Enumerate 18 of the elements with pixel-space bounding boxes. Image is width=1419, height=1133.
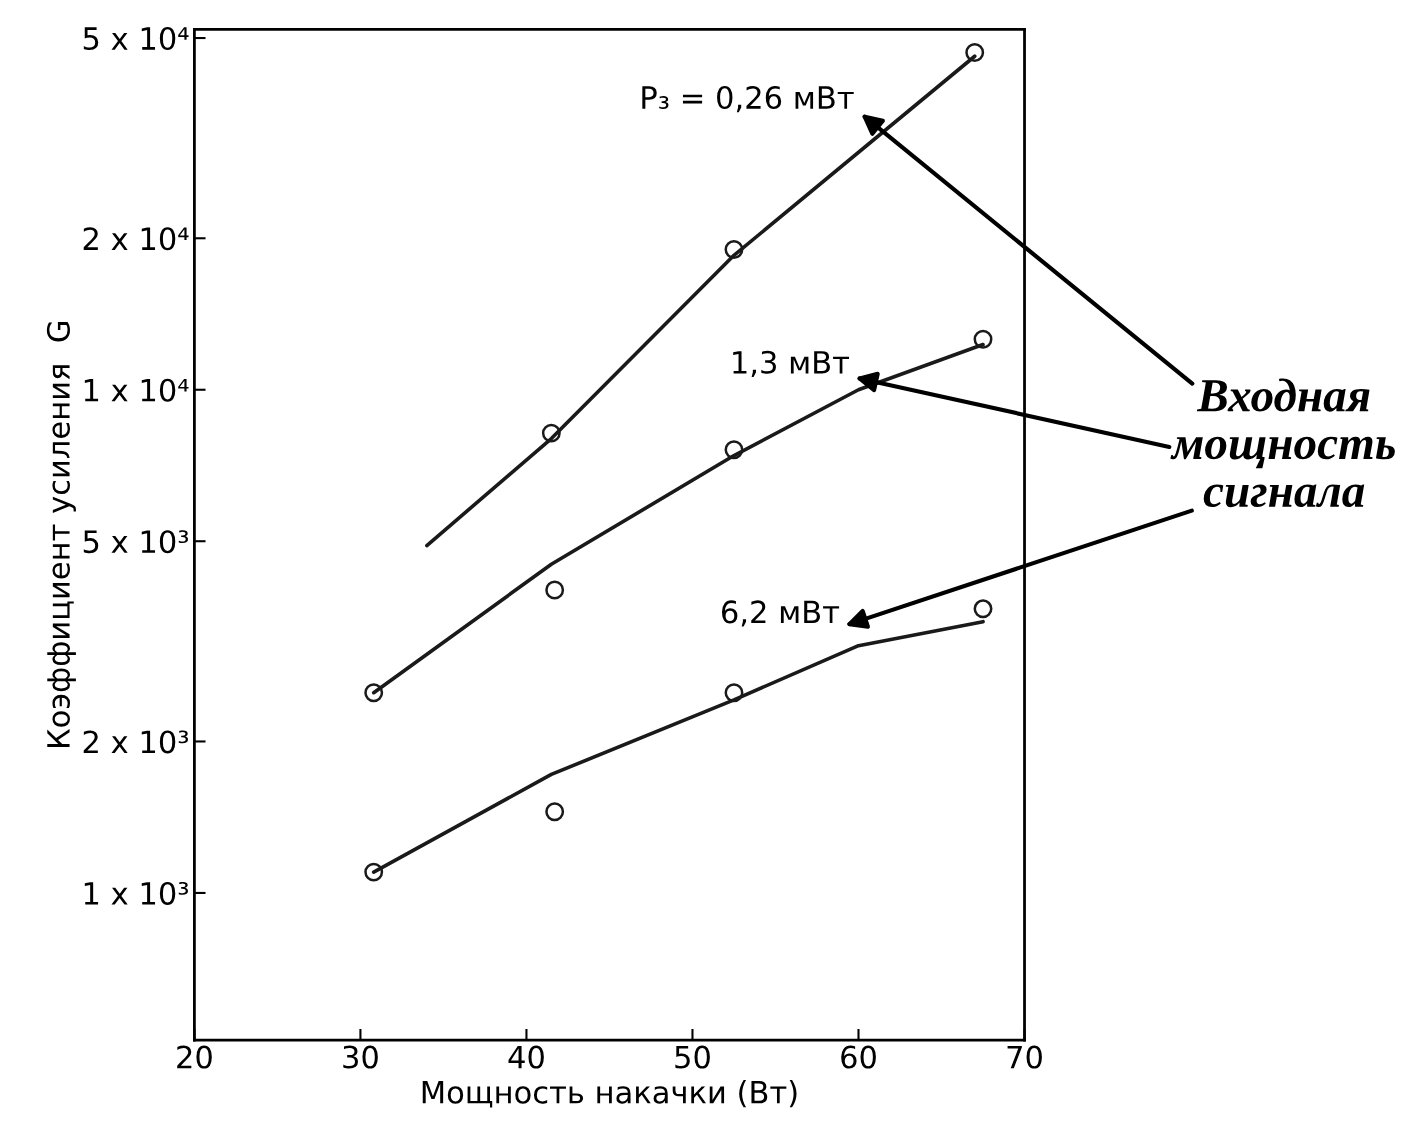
x-tick-label: 70 [1007, 1045, 1042, 1069]
y-tick-label: 2 x 10³ [83, 730, 188, 754]
text: Входная мощность сигнала [1170, 378, 1395, 508]
x-tick-label: 60 [841, 1045, 876, 1069]
annotation: P₃ = 0,26 мВт [642, 85, 854, 113]
x-tick-label: 20 [177, 1045, 212, 1069]
y-tick-label: 5 x 10³ [83, 530, 188, 554]
annotation: 1,3 мВт [733, 350, 850, 377]
y-tick-label: 2 x 10⁴ [83, 227, 189, 251]
annotation: 6,2 мВт [722, 600, 840, 627]
x-tick-label: 50 [675, 1045, 710, 1069]
y-tick-label: 1 x 10⁴ [84, 378, 189, 402]
y-tick-label: 5 x 10⁴ [83, 26, 189, 51]
x-axis-title: Мощность накачки (Вт) [422, 1080, 797, 1108]
x-tick-label: 30 [343, 1045, 378, 1069]
y-tick-label: 1 x 10³ [84, 881, 188, 905]
y-axis-title: Коэффициент усиления G [46, 321, 76, 748]
x-tick-label: 40 [508, 1045, 544, 1069]
